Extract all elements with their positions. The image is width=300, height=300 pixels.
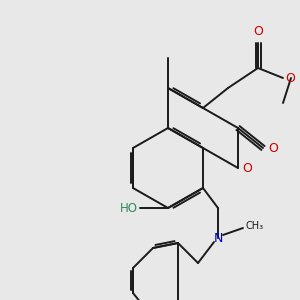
Text: O: O <box>253 25 263 38</box>
Text: O: O <box>242 161 252 175</box>
Text: HO: HO <box>120 202 138 214</box>
Text: O: O <box>285 71 295 85</box>
Text: O: O <box>268 142 278 154</box>
Text: CH₃: CH₃ <box>246 221 264 231</box>
Text: N: N <box>213 232 223 244</box>
